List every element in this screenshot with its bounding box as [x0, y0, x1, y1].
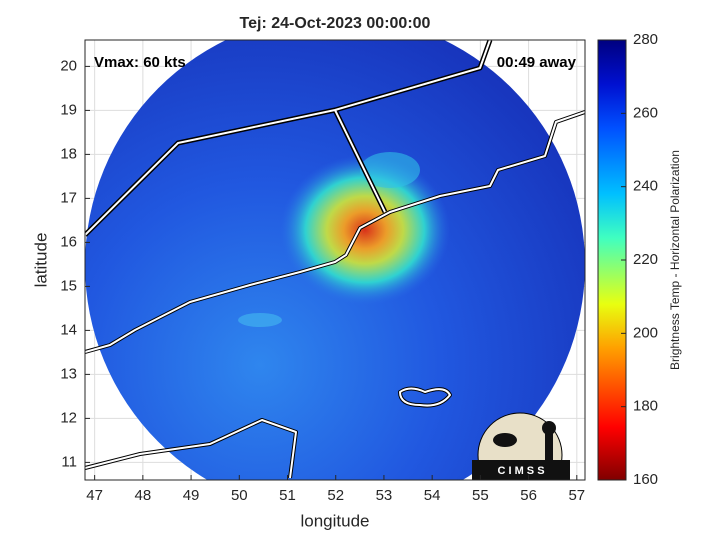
y-tick-label: 12 [60, 409, 77, 426]
x-tick-label: 52 [327, 487, 344, 504]
x-tick-label: 53 [376, 487, 393, 504]
annotation: 00:49 away [497, 54, 577, 71]
colorbar-tick-label: 280 [633, 31, 658, 48]
y-axis-label: latitude [31, 233, 50, 288]
x-tick-label: 51 [279, 487, 296, 504]
y-tick-label: 14 [60, 321, 77, 338]
colorbar-label: Brightness Temp - Horizontal Polarizatio… [668, 150, 682, 370]
x-tick-label: 54 [424, 487, 441, 504]
colorbar-tick-label: 260 [633, 104, 658, 121]
x-tick-label: 48 [135, 487, 152, 504]
coastlines [85, 40, 585, 479]
x-tick-label: 56 [520, 487, 537, 504]
colorbar-tick-label: 220 [633, 251, 658, 268]
title: Tej: 24-Oct-2023 00:00:00 [240, 15, 431, 32]
logo-text: C I M S S [497, 465, 544, 477]
plot-frame [84, 39, 586, 481]
x-tick-label: 57 [568, 487, 585, 504]
y-tick-label: 16 [60, 233, 77, 250]
satellite-swath: C I M S S [85, 40, 585, 480]
y-tick-label: 20 [60, 57, 77, 74]
cloud-band [238, 313, 282, 327]
y-tick-label: 13 [60, 365, 77, 382]
x-tick-label: 47 [86, 487, 103, 504]
annotation: Vmax: 60 kts [94, 54, 186, 71]
colorbar-tick-label: 240 [633, 178, 658, 195]
y-tick-label: 11 [61, 453, 77, 470]
logo: C I M S S [472, 412, 570, 480]
colorbar-tick-label: 200 [633, 324, 658, 341]
x-axis-label: longitude [300, 511, 369, 530]
y-tick-label: 19 [60, 101, 77, 118]
x-tick-label: 50 [231, 487, 248, 504]
y-tick-label: 17 [60, 189, 77, 206]
x-tick-label: 49 [183, 487, 200, 504]
cloud-band [360, 152, 420, 188]
y-tick-label: 15 [60, 277, 77, 294]
colorbar-tick-label: 180 [633, 398, 658, 415]
colorbar-tick-label: 160 [633, 471, 658, 488]
y-tick-label: 18 [60, 145, 77, 162]
x-tick-label: 55 [472, 487, 489, 504]
